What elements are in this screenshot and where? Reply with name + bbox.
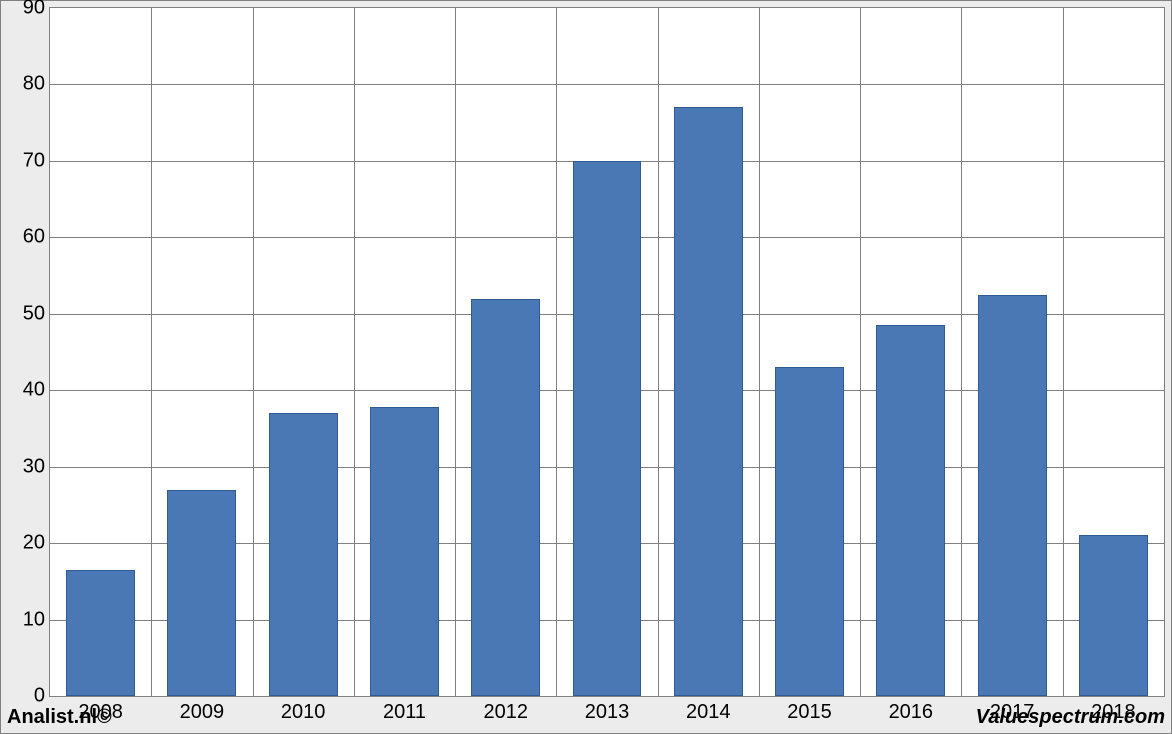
bar bbox=[269, 413, 338, 696]
x-tick-label: 2010 bbox=[281, 701, 326, 724]
y-tick-label: 90 bbox=[11, 0, 45, 20]
x-tick-label: 2015 bbox=[787, 701, 832, 724]
y-tick-label: 40 bbox=[11, 379, 45, 402]
y-tick-label: 0 bbox=[11, 685, 45, 708]
gridline-vertical bbox=[860, 8, 861, 696]
bar bbox=[978, 295, 1047, 696]
y-tick-label: 60 bbox=[11, 226, 45, 249]
gridline-vertical bbox=[354, 8, 355, 696]
y-tick-label: 20 bbox=[11, 532, 45, 555]
y-tick-label: 80 bbox=[11, 73, 45, 96]
y-tick-label: 10 bbox=[11, 608, 45, 631]
gridline-vertical bbox=[151, 8, 152, 696]
gridline-vertical bbox=[961, 8, 962, 696]
x-tick-label: 2009 bbox=[180, 701, 225, 724]
footer-credit-right: Valuespectrum.com bbox=[976, 706, 1165, 729]
y-tick-label: 50 bbox=[11, 302, 45, 325]
x-tick-label: 2012 bbox=[483, 701, 528, 724]
gridline-vertical bbox=[253, 8, 254, 696]
bar bbox=[775, 367, 844, 696]
gridline-vertical bbox=[455, 8, 456, 696]
bar bbox=[1079, 535, 1148, 696]
bar bbox=[167, 490, 236, 696]
footer-credit-left: Analist.nl© bbox=[7, 706, 112, 729]
y-tick-label: 30 bbox=[11, 455, 45, 478]
gridline-vertical bbox=[759, 8, 760, 696]
bar bbox=[573, 161, 642, 696]
x-tick-label: 2011 bbox=[383, 701, 426, 724]
bar bbox=[876, 325, 945, 696]
gridline-vertical bbox=[1063, 8, 1064, 696]
gridline-vertical bbox=[556, 8, 557, 696]
chart-outer-frame: 0102030405060708090 20082009201020112012… bbox=[0, 0, 1172, 734]
gridline-horizontal bbox=[50, 84, 1164, 85]
bar bbox=[471, 299, 540, 697]
bar bbox=[674, 107, 743, 696]
gridline-vertical bbox=[658, 8, 659, 696]
bar bbox=[370, 407, 439, 696]
x-tick-label: 2016 bbox=[889, 701, 934, 724]
y-tick-label: 70 bbox=[11, 149, 45, 172]
chart-plot-area bbox=[49, 7, 1165, 697]
x-tick-label: 2013 bbox=[585, 701, 630, 724]
bar bbox=[66, 570, 135, 696]
x-tick-label: 2014 bbox=[686, 701, 731, 724]
